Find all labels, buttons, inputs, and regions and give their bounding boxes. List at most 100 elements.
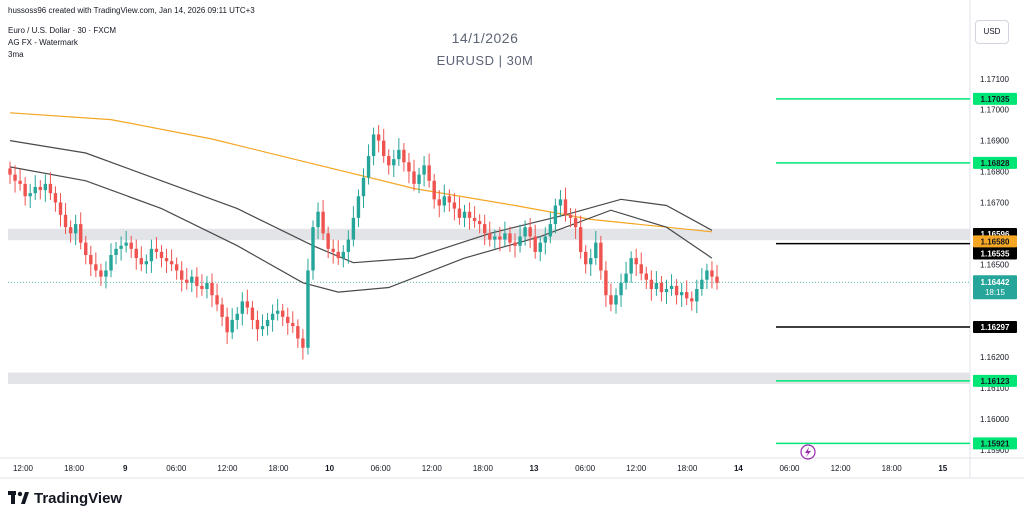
price-tick-label: 1.17100 [980, 75, 1009, 84]
zone-1 [8, 372, 970, 384]
candle-body [73, 224, 78, 234]
candle-body [240, 301, 244, 314]
candle-body [154, 248, 159, 252]
candle-body [447, 196, 452, 203]
candle-body [705, 270, 709, 280]
price-label-2-bg [973, 247, 1017, 260]
price-tick-label: 1.16800 [980, 168, 1009, 177]
candle-body [513, 242, 517, 246]
candle-body [366, 156, 371, 178]
candle-body [38, 186, 42, 191]
candle-body [225, 316, 229, 333]
candle-body [215, 295, 219, 305]
candle-body [33, 186, 37, 194]
time-tick-label: 14 [734, 464, 743, 473]
candle-body [700, 279, 704, 290]
time-tick-label: 12:00 [13, 464, 34, 473]
lightning-icon [805, 447, 811, 457]
candle-body [260, 326, 265, 330]
price-label-1-bg [973, 235, 1017, 248]
candle-body [649, 279, 654, 290]
candle-body [356, 196, 361, 218]
candle-body [311, 227, 315, 271]
candle-body [205, 282, 209, 290]
time-tick-label: 18:00 [64, 464, 85, 473]
candle-body [281, 310, 285, 317]
level-label-1-bg [973, 156, 1017, 169]
candle-body [13, 174, 17, 181]
level-label-1: 1.16828 [981, 159, 1010, 168]
candle-body [58, 202, 63, 215]
candle-body [417, 174, 421, 184]
candle-body [134, 248, 138, 259]
candle-body [609, 295, 613, 305]
candle-body [119, 245, 123, 249]
candle-body [710, 270, 714, 277]
candle-body [346, 239, 351, 252]
candle-body [68, 227, 73, 234]
ma-slow-line [9, 112, 712, 233]
candle-body [584, 251, 588, 265]
indicator-3ma-label: 3ma [8, 50, 24, 59]
time-tick-label: 06:00 [575, 464, 596, 473]
candle-body [109, 255, 113, 271]
price-label-2: 1.16535 [981, 249, 1010, 258]
candle-body [306, 270, 310, 348]
candle-body [498, 236, 502, 240]
candle-body [488, 233, 492, 240]
candle-body [629, 258, 633, 274]
candle-body [553, 205, 558, 225]
candle-body [634, 258, 638, 265]
candle-body [669, 285, 674, 290]
time-tick-label: 06:00 [779, 464, 800, 473]
candle-body [432, 180, 436, 200]
level-label-3: 1.16297 [981, 323, 1010, 332]
watermark-ticker: EURUSD | 30M [436, 53, 534, 68]
candle-body [48, 183, 53, 194]
candle-body [341, 251, 345, 259]
candle-body [79, 224, 83, 243]
level-label-0-bg [973, 92, 1017, 105]
candle-body [467, 211, 472, 218]
alert-icon[interactable] [800, 444, 816, 460]
candle-body [518, 236, 522, 246]
candle-body [578, 227, 583, 252]
price-tick-label: 1.16000 [980, 415, 1009, 424]
currency-button[interactable]: USD [975, 20, 1009, 44]
candle-body [104, 270, 108, 277]
candle-body [174, 264, 179, 271]
candle-body [301, 338, 305, 348]
candle-body [477, 220, 482, 225]
candle-body [624, 273, 628, 283]
current-price-label: 1.16442 [981, 278, 1010, 287]
candle-body [200, 285, 204, 290]
price-tick-label: 1.17000 [980, 106, 1009, 115]
candle-body [270, 313, 275, 320]
candle-body [210, 282, 214, 296]
candle-body [321, 211, 325, 234]
price-tick-label: 1.15900 [980, 446, 1009, 455]
candle-body [679, 292, 684, 296]
candle-body [533, 236, 537, 252]
candle-body [255, 319, 260, 330]
candle-body [331, 248, 335, 252]
candle-body [614, 295, 618, 305]
candle-body [18, 180, 22, 184]
candle-body [84, 242, 88, 256]
candle-body [230, 319, 234, 333]
candle-body [523, 227, 527, 237]
candle-body [422, 165, 426, 175]
candle-body [376, 134, 381, 141]
candle-body [89, 255, 93, 265]
candle-body [644, 273, 648, 280]
price-tick-label: 1.16200 [980, 353, 1009, 362]
candle-body [164, 258, 169, 262]
candle-body [275, 310, 280, 314]
candle-body [99, 270, 103, 277]
candle-body [548, 224, 553, 237]
time-tick-label: 18:00 [268, 464, 289, 473]
time-tick-label: 06:00 [166, 464, 187, 473]
candle-body [28, 193, 32, 197]
created-by-text: hussoss96 created with TradingView.com, … [8, 6, 255, 15]
